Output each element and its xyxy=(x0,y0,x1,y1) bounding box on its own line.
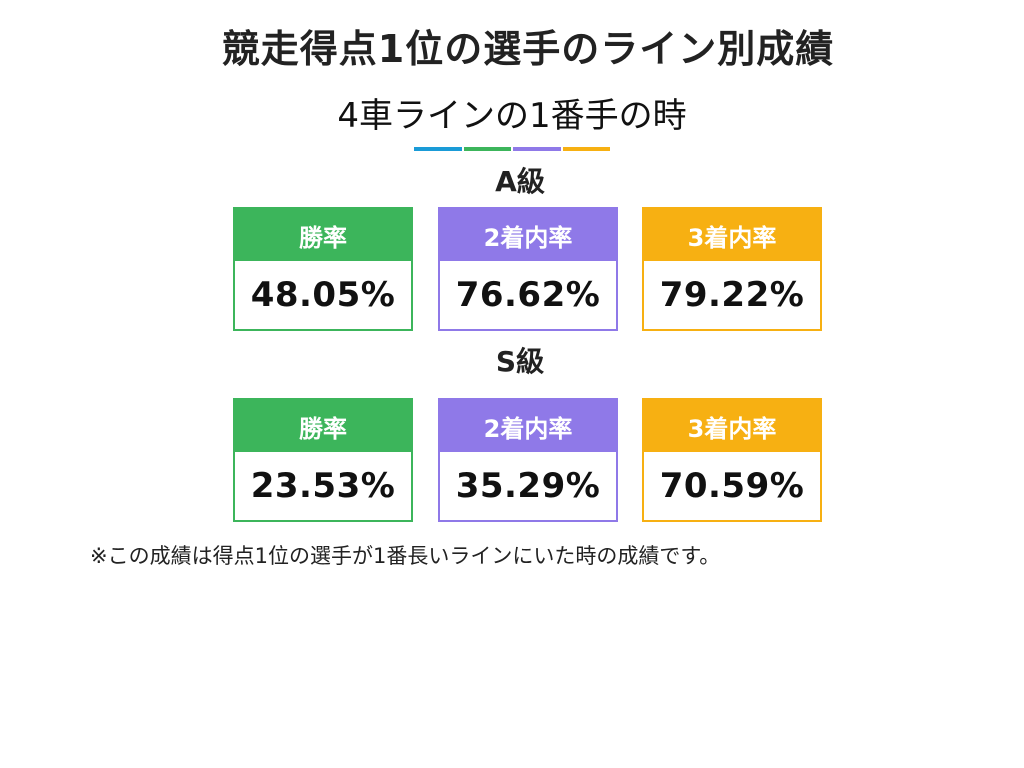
card-value: 48.05% xyxy=(250,275,396,315)
section-label-s: S級 xyxy=(495,345,545,378)
card-header: 2着内率 xyxy=(440,400,616,452)
card-header: 勝率 xyxy=(235,400,411,452)
color-divider xyxy=(414,147,610,151)
divider-segment-orange xyxy=(562,147,610,151)
divider-segment-purple xyxy=(513,147,561,151)
card-value: 35.29% xyxy=(455,466,601,506)
card-a-top3-rate: 3着内率 79.22% xyxy=(642,207,822,331)
card-header: 3着内率 xyxy=(644,400,820,452)
card-value: 79.22% xyxy=(659,275,805,315)
card-a-top2-rate: 2着内率 76.62% xyxy=(438,207,618,331)
divider-segment-green xyxy=(463,147,511,151)
page-title: 競走得点1位の選手のライン別成績 xyxy=(221,27,835,71)
card-header: 3着内率 xyxy=(644,209,820,261)
card-a-win-rate: 勝率 48.05% xyxy=(233,207,413,331)
card-value: 23.53% xyxy=(250,466,396,506)
card-value: 70.59% xyxy=(659,466,805,506)
page-subtitle: 4車ラインの1番手の時 xyxy=(337,96,687,136)
card-header: 勝率 xyxy=(235,209,411,261)
card-s-win-rate: 勝率 23.53% xyxy=(233,398,413,522)
card-s-top2-rate: 2着内率 35.29% xyxy=(438,398,618,522)
footnote: ※この成績は得点1位の選手が1番長いラインにいた時の成績です。 xyxy=(90,544,721,568)
card-s-top3-rate: 3着内率 70.59% xyxy=(642,398,822,522)
section-label-a: A級 xyxy=(495,165,545,198)
card-header: 2着内率 xyxy=(440,209,616,261)
divider-segment-blue xyxy=(414,147,462,151)
card-value: 76.62% xyxy=(455,275,601,315)
